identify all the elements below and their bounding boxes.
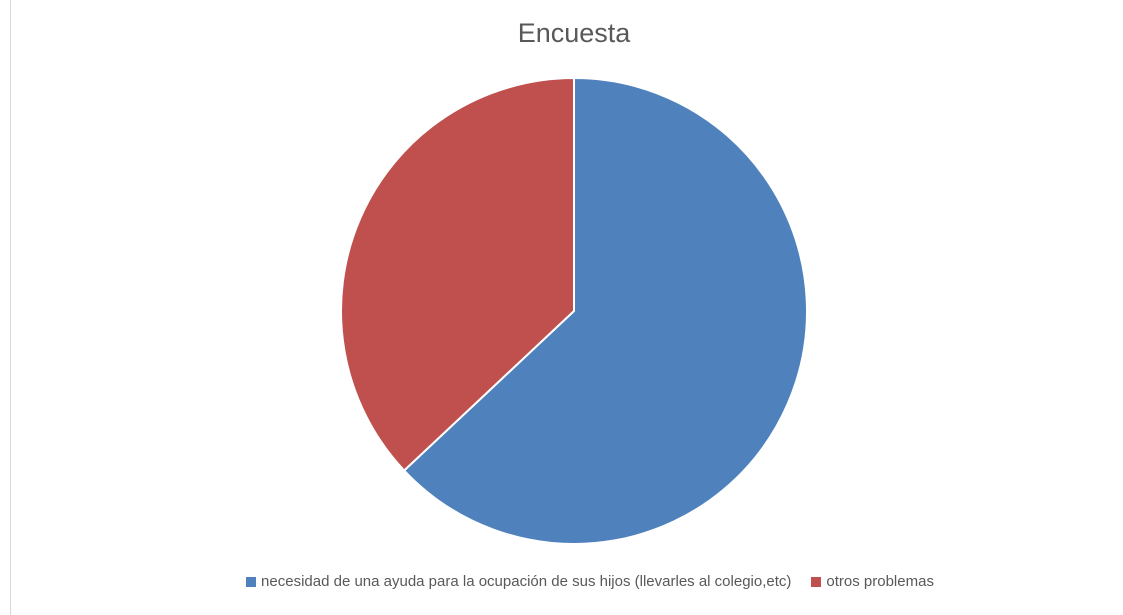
chart-title: Encuesta (517, 18, 631, 48)
legend-label-ayuda: necesidad de una ayuda para la ocupación… (261, 573, 792, 590)
chart-frame (10, 0, 1123, 615)
legend-item-ayuda: necesidad de una ayuda para la ocupación… (246, 573, 791, 590)
legend-swatch-ayuda (246, 576, 257, 587)
pie-slice-ayuda (402, 76, 808, 545)
legend-item-otros: otros problemas (811, 573, 934, 590)
pie-slice-otros (340, 76, 575, 472)
legend-label-otros: otros problemas (826, 573, 934, 590)
legend-swatch-otros (811, 576, 822, 587)
legend: necesidad de una ayuda para la ocupación… (0, 573, 1123, 590)
